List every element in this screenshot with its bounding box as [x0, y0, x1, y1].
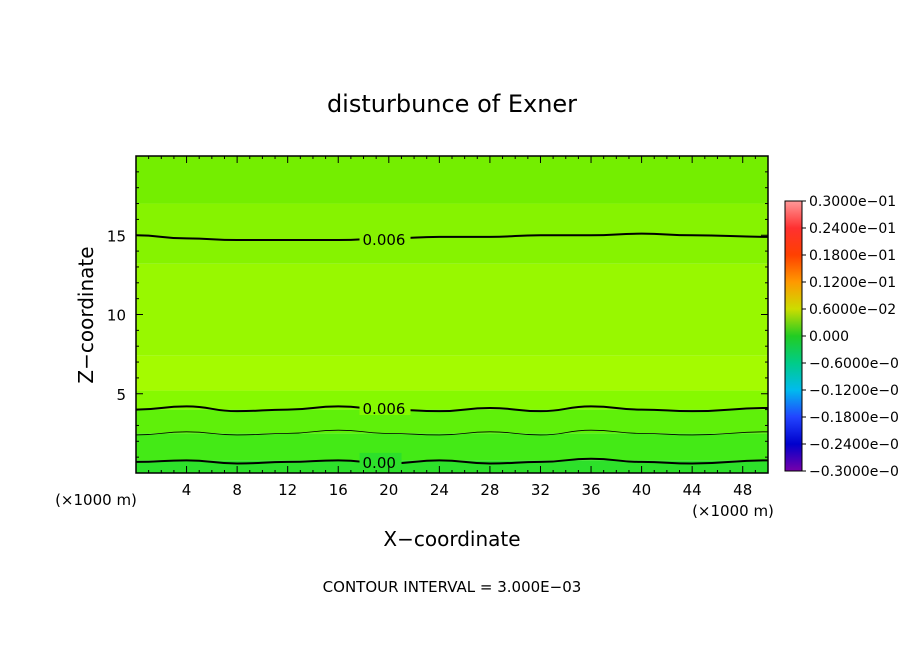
y-axis-label: Z−coordinate — [74, 246, 98, 383]
x-tick-label: 44 — [683, 481, 702, 499]
field-band-4 — [136, 355, 768, 391]
contour-line-3 — [136, 457, 768, 465]
field-bands — [136, 156, 768, 473]
field-band-5 — [136, 263, 768, 356]
contour-interval-note: CONTOUR INTERVAL = 3.000E−03 — [323, 578, 582, 596]
colorbar: 0.3000e−01 0.2400e−01 0.1800e−01 0.1200e−01… — [784, 194, 899, 480]
x-tick-label: 40 — [632, 481, 651, 499]
contour-label-bg — [359, 399, 411, 416]
x-axis-unit: (×1000 m) — [692, 502, 774, 520]
y-tick-label: 15 — [107, 227, 126, 245]
colorbar-gradient — [784, 200, 803, 472]
colorbar-label: 0.3000e−01 — [809, 194, 896, 210]
contour-lines: 0.006 0.006 0.00 — [136, 230, 768, 472]
contour-label: 0.006 — [363, 231, 406, 249]
field-band-6 — [136, 203, 768, 264]
colorbar-label: 0.6000e−02 — [809, 302, 896, 318]
contour-label: 0.006 — [363, 400, 406, 418]
x-tick-label: 32 — [531, 481, 550, 499]
x-tick-label: 24 — [430, 481, 449, 499]
y-axis-unit: (×1000 m) — [55, 491, 137, 509]
field-band-7 — [136, 156, 768, 204]
colorbar-label: 0.1200e−01 — [809, 275, 896, 291]
contour-label: 0.00 — [363, 454, 396, 472]
field-band-0 — [136, 460, 768, 473]
x-tick-label: 36 — [581, 481, 600, 499]
colorbar-label: −0.1200e−0 — [809, 383, 899, 399]
colorbar-label: −0.6000e−0 — [809, 356, 899, 372]
y-tick-label: 5 — [116, 386, 126, 404]
colorbar-label: −0.3000e−0 — [809, 464, 899, 480]
colorbar-label: 0.000 — [809, 329, 849, 345]
contour-line-1 — [136, 405, 768, 413]
x-tick-label: 20 — [379, 481, 398, 499]
colorbar-label: 0.2400e−01 — [809, 221, 896, 237]
field-band-2 — [136, 409, 768, 434]
x-tick-label: 16 — [329, 481, 348, 499]
contour-line-2 — [136, 429, 768, 436]
contour-label-bg — [359, 452, 402, 469]
x-tick-label: 8 — [232, 481, 242, 499]
x-axis-label: X−coordinate — [383, 527, 520, 551]
x-tick-label: 48 — [733, 481, 752, 499]
contour-label-bg — [359, 230, 411, 247]
x-tick-label: 28 — [480, 481, 499, 499]
x-tick-label: 4 — [182, 481, 192, 499]
colorbar-label: −0.2400e−0 — [809, 437, 899, 453]
y-tick-label: 10 — [107, 307, 126, 325]
colorbar-label: −0.1800e−0 — [809, 410, 899, 426]
colorbar-label: 0.1800e−01 — [809, 248, 896, 264]
field-band-3 — [136, 390, 768, 410]
field-band-1 — [136, 433, 768, 461]
contour-line-0 — [136, 232, 768, 242]
chart-title: disturbunce of Exner — [327, 90, 577, 118]
x-tick-label: 12 — [278, 481, 297, 499]
